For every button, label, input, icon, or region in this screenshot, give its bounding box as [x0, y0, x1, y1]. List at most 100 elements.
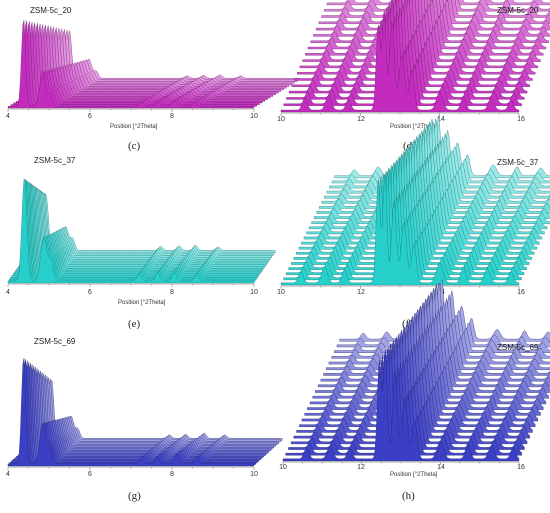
panel-letter-g: (g) [128, 490, 141, 502]
chart-svg-g [7, 357, 283, 470]
chart-svg-f [280, 115, 550, 289]
spectrum-layer-c-5 [21, 23, 268, 100]
x-axis-title-e: Position [°2Theta] [118, 300, 166, 306]
spectrum-layer-c-9 [32, 25, 279, 94]
spectrum-layer-g-3 [12, 361, 260, 462]
tick-label-c-2: 8 [170, 113, 174, 120]
spectrum-layer-g-13 [29, 374, 276, 447]
spectrum-layer-g-16 [34, 378, 281, 443]
panel-letter-c: (c) [128, 140, 141, 152]
x-axis-title-c: Position [°2Theta] [110, 124, 158, 130]
spectrum-layer-e-10 [20, 187, 267, 266]
sample-label-c: ZSM-5c_20 [30, 6, 72, 15]
spectrum-layer-e-13 [24, 189, 271, 260]
tick-label-d-2: 14 [437, 116, 445, 123]
spectrum-layer-h-0 [282, 350, 520, 462]
tick-label-c-1: 6 [88, 113, 92, 120]
x-axis-title-d: Position [°2Theta] [390, 124, 438, 130]
spectrum-layer-c-15 [48, 29, 295, 84]
sample-label-d: ZSM-5c_20 [497, 6, 539, 15]
spectrum-layer-c-3 [15, 21, 263, 104]
panel-letter-h: (h) [402, 490, 415, 502]
spectrum-layer-c-11 [37, 26, 284, 90]
spectrum-layer-f-0 [280, 174, 520, 286]
spectrum-layer-d-0 [280, 10, 520, 113]
sample-label-f: ZSM-5c_37 [497, 158, 539, 167]
tick-label-f-0: 10 [277, 289, 285, 296]
panel-f: ZSM-5c_37 10 12 14 16 (f) [275, 115, 550, 330]
tick-label-c-0: 4 [6, 113, 10, 120]
spectrum-layer-e-15 [26, 191, 274, 257]
tick-label-f-1: 12 [357, 289, 365, 296]
tick-label-h-2: 14 [437, 464, 445, 471]
spectrum-layer-c-12 [40, 27, 287, 89]
panel-letter-e: (e) [128, 318, 141, 330]
sample-label-g: ZSM-5c_69 [34, 337, 76, 346]
tick-label-e-1: 6 [88, 289, 92, 296]
spectrum-layer-g-4 [14, 363, 261, 461]
spectrum-layer-c-6 [24, 23, 271, 99]
spectrum-layer-e-17 [29, 193, 276, 253]
tick-label-g-1: 6 [88, 471, 92, 478]
tick-label-d-0: 10 [277, 116, 285, 123]
panel-g: ZSM-5c_69 4 6 8 10 (g) [0, 333, 283, 504]
tick-label-e-2: 8 [170, 289, 174, 296]
spectrum-layer-g-15 [32, 377, 279, 444]
tick-label-g-3: 10 [250, 471, 258, 478]
tick-label-e-3: 10 [250, 289, 258, 296]
spectrum-layer-e-1 [9, 179, 256, 282]
spectrum-layer-e-14 [25, 190, 272, 258]
sample-label-e: ZSM-5c_37 [34, 156, 76, 165]
chart-svg-d [280, 0, 550, 116]
spectrum-layer-g-7 [19, 367, 266, 456]
spectrum-layer-c-0 [7, 19, 255, 109]
tick-label-d-1: 12 [357, 116, 365, 123]
spectrum-layer-c-13 [42, 28, 290, 87]
tick-label-g-2: 8 [170, 471, 174, 478]
spectrum-layer-e-7 [16, 184, 263, 271]
spectrum-layer-e-2 [10, 180, 257, 280]
panel-d: ZSM-5c_20 10 12 14 16 Position [°2Theta]… [275, 0, 550, 171]
tick-label-h-0: 10 [279, 464, 287, 471]
spectrum-layer-g-9 [22, 369, 270, 453]
x-axis-title-h: Position [°2Theta] [390, 472, 438, 478]
spectrum-layer-e-3 [11, 181, 258, 278]
spectrum-layer-e-4 [12, 181, 260, 276]
chart-svg-e [7, 178, 276, 287]
spectrum-layer-c-14 [45, 28, 292, 86]
spectrum-layer-c-4 [18, 22, 265, 102]
spectrum-layer-g-0 [7, 357, 255, 467]
spectrum-layer-e-6 [15, 183, 262, 273]
spectrum-layer-g-17 [35, 380, 283, 441]
spectrum-layer-g-10 [24, 370, 271, 452]
tick-label-g-0: 4 [6, 471, 10, 478]
tick-label-c-3: 10 [250, 113, 258, 120]
chart-svg-h [282, 278, 550, 465]
spectrum-layer-e-8 [17, 185, 265, 269]
spectrum-layer-g-2 [11, 360, 258, 464]
spectrum-layer-e-0 [7, 178, 255, 284]
spectrum-layer-c-8 [29, 24, 276, 95]
panel-e: ZSM-5c_37 4 6 8 10 Position [°2Theta] (e… [0, 152, 276, 330]
tick-label-f-3: 16 [517, 289, 525, 296]
panel-h: ZSM-5c_69 10 12 14 16 Position [°2Theta]… [275, 278, 550, 504]
spectrum-layer-e-11 [21, 188, 269, 264]
spectrum-layer-g-12 [27, 373, 274, 449]
spectrum-layer-c-16 [51, 30, 298, 82]
spectrum-layer-c-2 [13, 21, 260, 105]
spectrum-layer-e-9 [19, 186, 266, 267]
spectrum-layer-g-6 [17, 365, 265, 458]
spectrum-layer-c-10 [34, 26, 282, 92]
spectrum-layer-g-11 [26, 372, 273, 450]
chart-svg-c [7, 19, 301, 112]
tick-label-h-3: 16 [517, 464, 525, 471]
spectrum-layer-e-16 [28, 192, 275, 255]
spectrum-layer-c-1 [10, 20, 257, 107]
spectrum-layer-g-8 [21, 368, 268, 455]
panel-c: ZSM-5c_20 4 6 8 10 Position [°2Theta] (c… [0, 0, 301, 171]
spectrum-layer-e-12 [22, 189, 270, 262]
tick-label-d-3: 16 [517, 116, 525, 123]
spectrum-layer-g-5 [16, 364, 263, 459]
tick-label-e-0: 4 [6, 289, 10, 296]
spectrum-layer-g-1 [9, 359, 256, 465]
